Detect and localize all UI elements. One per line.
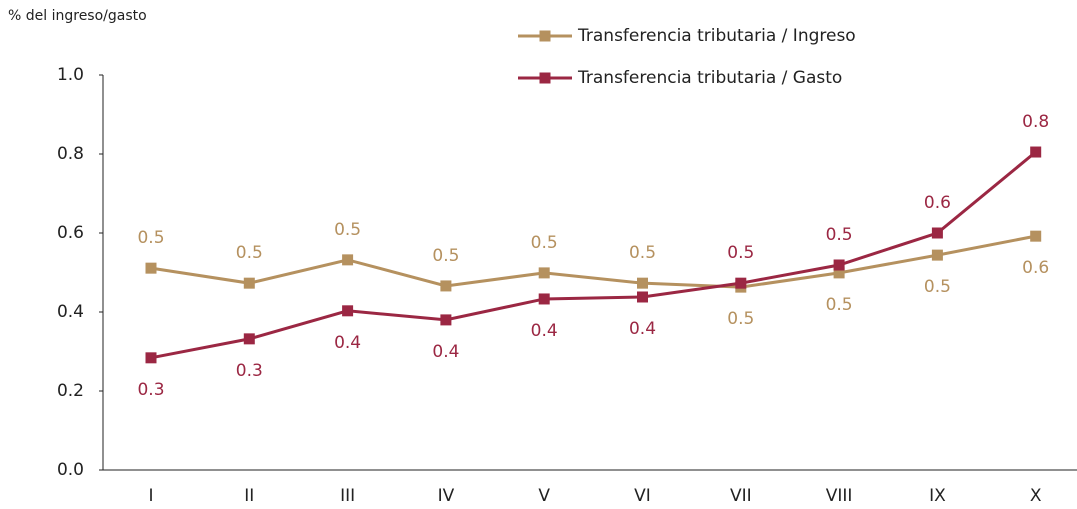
y-tick-label: 0.0 bbox=[57, 460, 84, 480]
y-tick-label: 0.2 bbox=[57, 381, 84, 401]
data-label: 0.4 bbox=[531, 321, 558, 341]
data-label: 0.5 bbox=[432, 246, 459, 266]
y-tick-label: 0.6 bbox=[57, 223, 84, 243]
x-tick-label: V bbox=[538, 486, 550, 506]
marker bbox=[735, 277, 747, 289]
legend-label: Transferencia tributaria / Gasto bbox=[577, 68, 842, 88]
data-label: 0.6 bbox=[1022, 258, 1049, 278]
data-label: 0.8 bbox=[1022, 112, 1049, 132]
data-label: 0.5 bbox=[924, 277, 951, 297]
x-tick-label: IV bbox=[438, 486, 455, 506]
data-label: 0.5 bbox=[334, 220, 361, 240]
marker bbox=[538, 293, 550, 305]
marker bbox=[1030, 230, 1042, 242]
x-tick-label: VIII bbox=[826, 486, 853, 506]
y-tick-label: 1.0 bbox=[57, 65, 84, 85]
y-tick-label: 0.8 bbox=[57, 144, 84, 164]
x-tick-label: X bbox=[1030, 486, 1042, 506]
marker bbox=[833, 267, 845, 279]
marker bbox=[243, 277, 255, 289]
marker bbox=[145, 262, 157, 274]
data-label: 0.5 bbox=[826, 295, 853, 315]
marker bbox=[538, 267, 550, 279]
line bbox=[150, 234, 1036, 289]
x-tick-label: I bbox=[148, 486, 153, 506]
x-tick-label: II bbox=[244, 486, 254, 506]
marker bbox=[243, 333, 255, 345]
data-label: 0.5 bbox=[826, 225, 853, 245]
marker bbox=[931, 249, 943, 261]
y-axis-label: % del ingreso/gasto bbox=[8, 8, 147, 24]
data-label: 0.3 bbox=[137, 380, 164, 400]
data-label: 0.5 bbox=[236, 243, 263, 263]
data-label: 0.3 bbox=[236, 361, 263, 381]
data-label: 0.5 bbox=[727, 243, 754, 263]
data-label: 0.5 bbox=[531, 233, 558, 253]
marker bbox=[342, 254, 354, 266]
data-label: 0.5 bbox=[727, 309, 754, 329]
data-label: 0.6 bbox=[924, 193, 951, 213]
marker bbox=[637, 291, 648, 303]
data-label: 0.4 bbox=[334, 333, 361, 353]
marker bbox=[440, 314, 452, 326]
x-tick-label: VII bbox=[730, 486, 752, 506]
legend-marker bbox=[539, 30, 551, 42]
data-label: 0.4 bbox=[629, 319, 656, 339]
data-label: 0.4 bbox=[432, 342, 459, 362]
legend-label: Transferencia tributaria / Ingreso bbox=[577, 26, 856, 46]
marker bbox=[637, 277, 648, 289]
marker bbox=[342, 305, 354, 317]
data-label: 0.5 bbox=[137, 228, 164, 248]
x-tick-label: VI bbox=[634, 486, 651, 506]
marker bbox=[931, 227, 943, 239]
legend-marker bbox=[539, 72, 551, 84]
x-tick-label: IX bbox=[929, 486, 946, 506]
marker bbox=[833, 259, 845, 271]
marker bbox=[440, 280, 452, 292]
x-tick-label: III bbox=[340, 486, 355, 506]
marker bbox=[145, 352, 157, 364]
marker bbox=[1030, 146, 1042, 158]
y-tick-label: 0.4 bbox=[57, 302, 84, 322]
data-label: 0.5 bbox=[629, 243, 656, 263]
line bbox=[150, 150, 1037, 360]
